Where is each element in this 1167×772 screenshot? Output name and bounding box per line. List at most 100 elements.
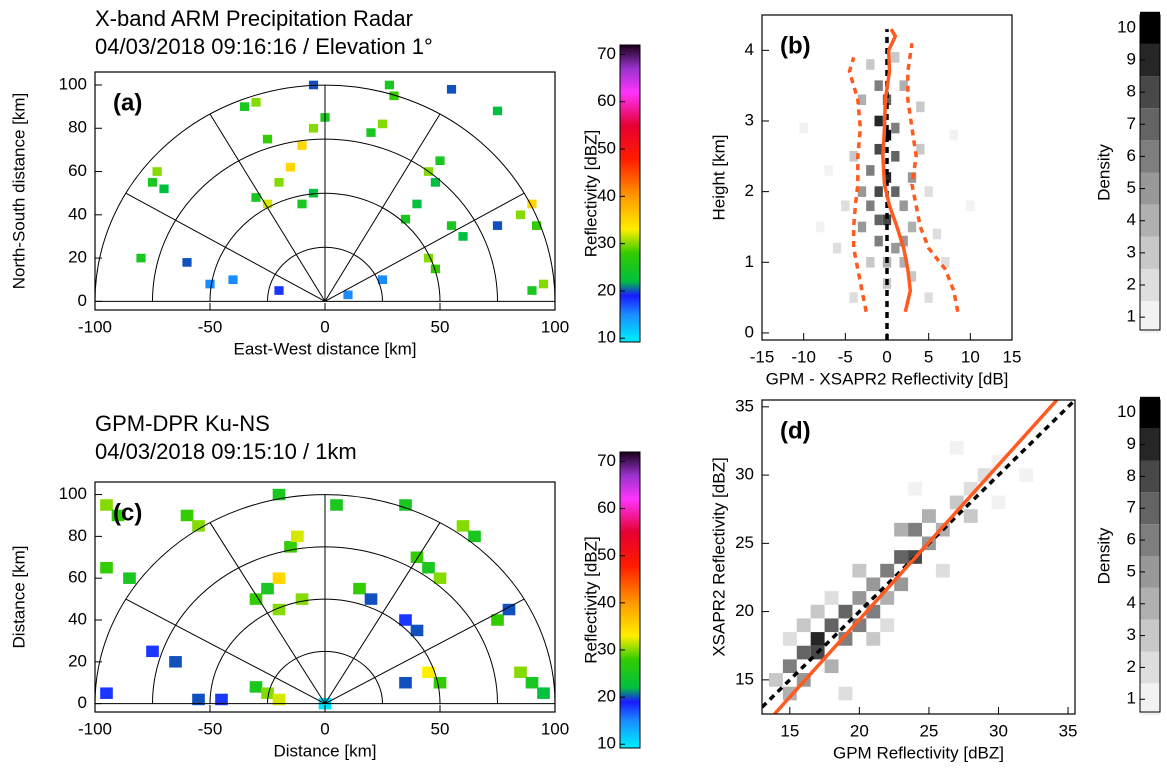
line: [773, 400, 1059, 714]
x-tick-label: -50: [198, 719, 223, 738]
echo-cell: [423, 253, 434, 263]
colorbar-step: [1140, 76, 1160, 109]
y-axis-label: Distance [km]: [9, 546, 28, 649]
colorbar-label: Reflectivity [dBZ]: [581, 130, 600, 258]
hist-cell: [849, 292, 858, 303]
y-tick-label: 20: [68, 248, 87, 267]
range-ring: [95, 494, 555, 704]
y-tick-label: 3: [745, 110, 754, 129]
echo-cell: [364, 593, 378, 605]
x-tick-label: 35: [1059, 721, 1078, 740]
echo-cell: [262, 134, 273, 144]
y-tick-label: 0: [78, 291, 87, 310]
x-tick-label: 25: [919, 721, 938, 740]
hist-cell: [916, 143, 925, 155]
echo-cell: [410, 624, 424, 637]
echo-cell: [399, 614, 412, 626]
y-tick-label: 60: [68, 161, 87, 180]
hist-cell: [894, 550, 909, 564]
echo-cell: [100, 687, 113, 699]
hist-cell: [866, 59, 875, 70]
echo-cell: [412, 199, 422, 209]
hist-cell: [908, 522, 922, 537]
hist-cell: [866, 200, 875, 212]
hist-cell: [857, 186, 867, 197]
y-tick-label: 15: [735, 669, 754, 688]
echo-cell: [446, 84, 457, 94]
colorbar-tick-label: 1: [1127, 307, 1136, 326]
echo-cell: [308, 188, 319, 198]
x-tick-label: 30: [989, 721, 1008, 740]
hist-cell: [866, 632, 881, 646]
echo-cell: [180, 509, 194, 522]
y-tick-label: 80: [68, 118, 87, 137]
x-tick-label: 0: [320, 317, 329, 336]
echo-cell: [435, 156, 445, 166]
hist-cell: [991, 495, 1006, 510]
colorbar-tick-label: 2: [1127, 657, 1136, 676]
echo-cell: [422, 561, 435, 574]
echo-cell: [262, 199, 273, 209]
echo-cell: [100, 499, 113, 511]
colorbar-tick-label: 9: [1127, 434, 1136, 453]
colorbar-tick-label: 40: [597, 186, 616, 205]
hist-cell: [874, 186, 883, 197]
hist-cell: [924, 292, 933, 303]
hist-cell: [891, 186, 900, 197]
y-tick-label: 2: [745, 181, 754, 200]
colorbar-tick-label: 50: [597, 545, 616, 564]
hist-cell: [857, 221, 867, 233]
echo-cell: [353, 582, 366, 595]
hist-cell: [891, 242, 900, 254]
colorbar-tick-label: 10: [1117, 17, 1136, 36]
x-tick-label: 100: [541, 719, 569, 738]
echo-cell: [384, 80, 394, 90]
x-tick-label: 20: [850, 721, 869, 740]
colorbar-tick-label: 7: [1127, 498, 1136, 517]
y-axis-label: North-South distance [km]: [9, 93, 28, 290]
hist-cell: [810, 604, 825, 619]
colorbar-step: [1140, 524, 1160, 556]
echo-cell: [433, 676, 447, 689]
hist-cell: [810, 632, 825, 646]
x-tick-label: 15: [780, 721, 799, 740]
echo-cell: [430, 178, 440, 187]
colorbar-tick-label: 1: [1127, 689, 1136, 708]
echo-cell: [502, 603, 516, 616]
colorbar-step: [1140, 108, 1160, 141]
range-ring: [95, 84, 555, 302]
x-axis-label: GPM Reflectivity [dBZ]: [833, 743, 1004, 762]
hist-cell: [874, 143, 883, 155]
hist-cell: [894, 522, 909, 537]
hist-cell: [907, 271, 917, 282]
hist-cell: [949, 129, 958, 141]
y-tick-label: 25: [735, 533, 754, 552]
panel-title: GPM-DPR Ku-NS: [95, 411, 270, 436]
echo-cell: [377, 275, 388, 285]
colorbar-tick-label: 2: [1127, 274, 1136, 293]
panel-label: (c): [113, 499, 142, 526]
hist-cell: [874, 115, 883, 127]
echo-cell: [146, 645, 159, 658]
echo-cell: [295, 593, 309, 605]
hist-cell: [891, 52, 900, 63]
echo-cell: [410, 551, 424, 564]
hist-cell: [832, 242, 842, 254]
panel-label: (a): [113, 89, 142, 116]
hist-cell: [824, 618, 839, 633]
echo-cell: [433, 572, 447, 584]
echo-cell: [377, 119, 388, 129]
y-tick-label: 30: [735, 465, 754, 484]
y-axis-label: XSAPR2 Reflectivity [dBZ]: [709, 457, 728, 656]
echo-cell: [169, 656, 182, 668]
echo-cell: [192, 693, 205, 706]
y-tick-label: 100: [59, 484, 87, 503]
colorbar-tick-label: 8: [1127, 82, 1136, 101]
colorbar-tick-label: 60: [597, 498, 616, 517]
plot-area: [95, 80, 555, 302]
colorbar-tick-label: 4: [1127, 210, 1136, 229]
plot-area: [799, 28, 975, 340]
colorbar-frame: [1139, 14, 1161, 331]
echo-cell: [399, 676, 412, 689]
